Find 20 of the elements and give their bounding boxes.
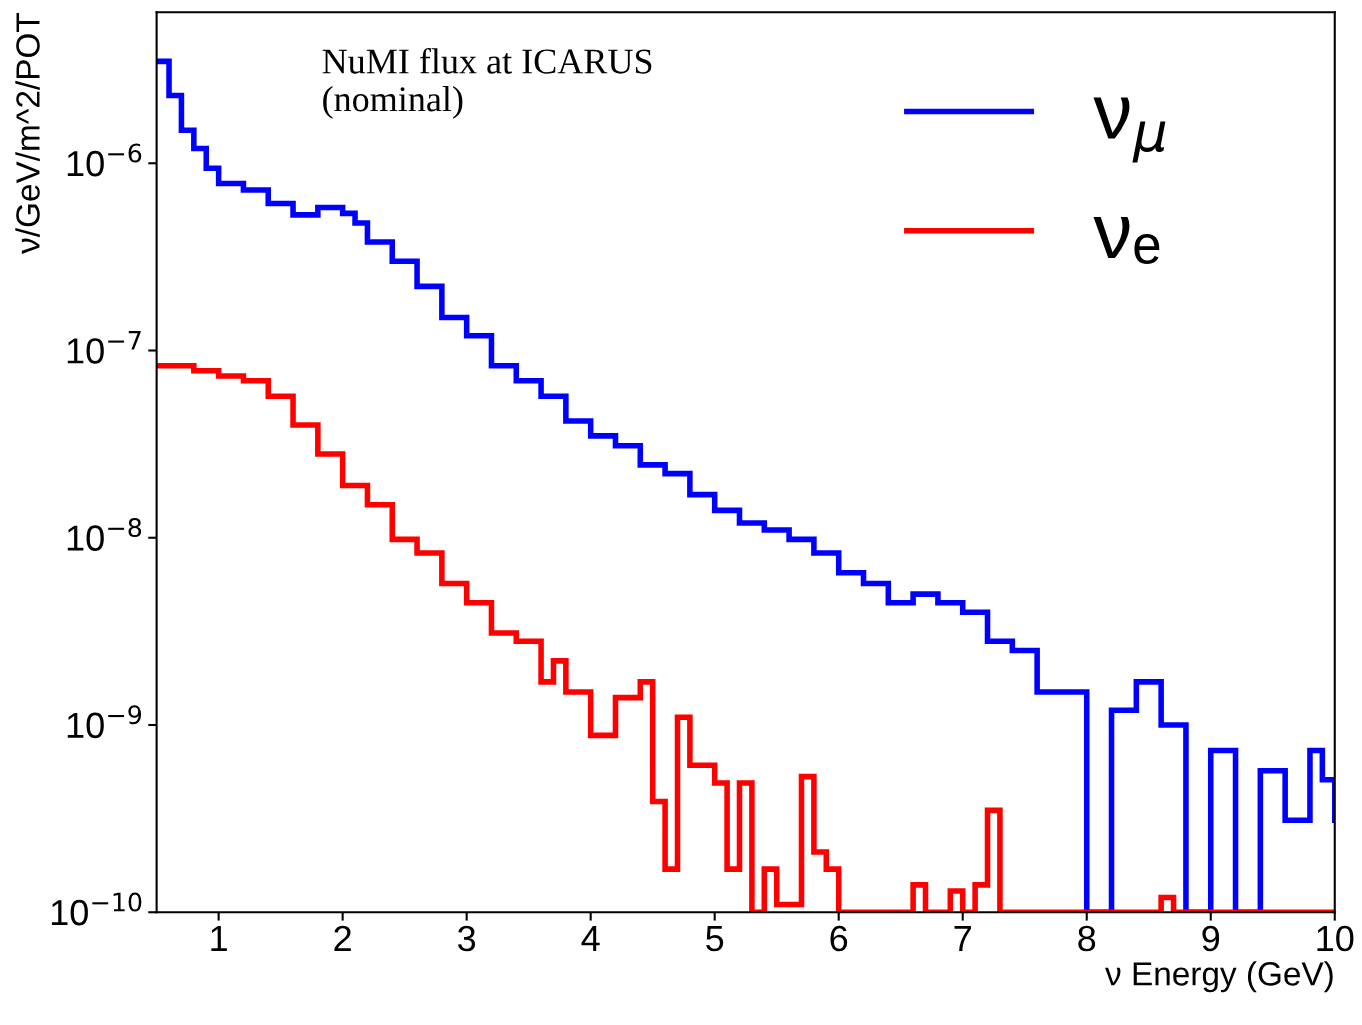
x-tick-label: 7 [954,926,971,951]
annotation: NuMI flux at ICARUS (nominal) [322,47,652,119]
legend-label: νₑ [1093,216,1160,265]
x-tick-label: 2 [334,925,351,951]
x-axis-title: ν Energy (GeV) [1105,961,1333,993]
y-tick-label: 10$^{−9}$ [67,705,142,739]
x-tick-label: 8 [1078,925,1096,952]
x-tick-label: 5 [706,926,724,952]
x-tick-label: 3 [458,925,476,952]
x-tick-label: 1 [211,926,227,951]
y-tick-label: 10$^{−8}$ [67,517,142,551]
legend-label: ν$_{μ}$ [1093,97,1166,163]
x-tick-label: 6 [830,925,848,952]
x-tick-label: 10 [1317,925,1354,952]
y-tick-label: 10$^{−10}$ [51,892,142,926]
x-tick-label: 9 [1202,925,1220,952]
y-tick-label: 10$^{−6}$ [67,143,142,177]
y-axis-title: ν/GeV/m^2/POT [15,13,40,254]
y-tick-label: 10$^{−7}$ [67,331,141,364]
x-tick-label: 4 [581,926,600,951]
